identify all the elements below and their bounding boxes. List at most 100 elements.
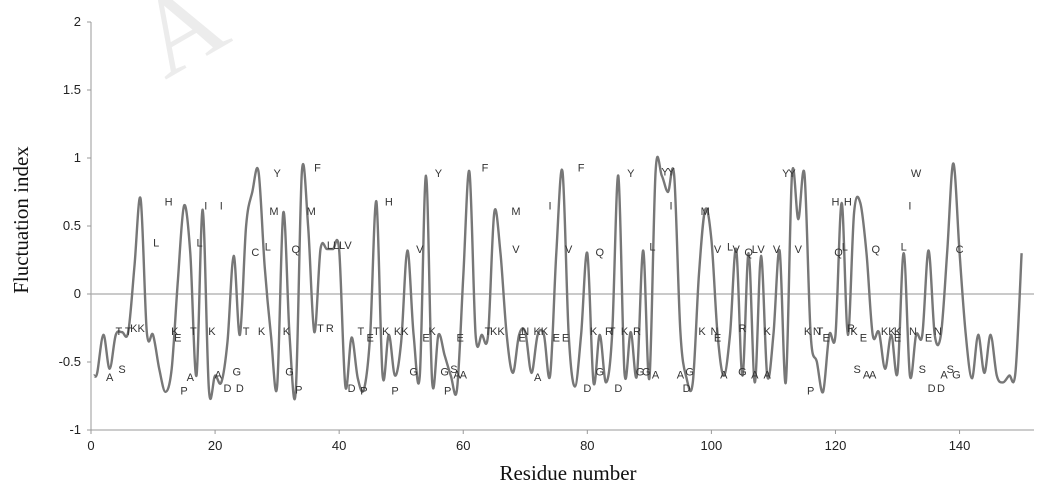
residue-label: E xyxy=(925,333,932,345)
residue-label: Q xyxy=(872,244,881,256)
residue-label: L xyxy=(727,241,733,253)
residue-label: K xyxy=(590,326,598,338)
residue-label: G xyxy=(409,367,418,379)
residue-label: P xyxy=(807,386,814,398)
residue-label: A xyxy=(215,369,223,381)
residue-label: I xyxy=(204,201,207,213)
residue-label: A xyxy=(534,372,542,384)
residue-label: Y xyxy=(782,168,790,180)
residue-label: P xyxy=(444,386,451,398)
residue-label: S xyxy=(854,364,861,376)
y-tick-label: 1.5 xyxy=(63,82,81,97)
watermark-letter: A xyxy=(116,0,246,101)
y-tick-label: -0.5 xyxy=(59,354,81,369)
residue-label: KK xyxy=(533,326,548,338)
x-tick-label: 80 xyxy=(580,438,594,453)
residue-label: L xyxy=(197,237,203,249)
residue-label: N xyxy=(909,326,917,338)
residue-label: E xyxy=(553,333,560,345)
residue-label: G xyxy=(233,367,242,379)
y-tick-labels: -1 -0.5 0 0.5 1 1.5 2 xyxy=(59,14,91,437)
residue-label: S xyxy=(919,364,926,376)
residue-label: A xyxy=(720,369,728,381)
residue-label: V xyxy=(714,244,722,256)
residue-label: G xyxy=(952,369,961,381)
residue-label: E xyxy=(422,333,429,345)
residue-label: G xyxy=(738,367,747,379)
residue-label: H xyxy=(831,197,839,209)
residue-label: D xyxy=(937,383,945,395)
residue-label: T xyxy=(243,326,250,338)
residue-label: K xyxy=(850,326,858,338)
residue-label: V xyxy=(757,244,765,256)
residue-label: T xyxy=(373,326,380,338)
residue-label: K xyxy=(171,326,179,338)
residue-label: E xyxy=(519,333,526,345)
residue-label: E xyxy=(562,333,569,345)
residue-label: E xyxy=(174,333,181,345)
residue-label: D xyxy=(348,383,356,395)
residue-label: T xyxy=(317,323,324,335)
residue-label: Y xyxy=(667,167,675,179)
residue-label: Y xyxy=(788,168,796,180)
residue-label: A xyxy=(187,372,195,384)
x-tick-label: 20 xyxy=(208,438,222,453)
residue-label: K xyxy=(382,326,390,338)
residue-label: R xyxy=(738,323,746,335)
residue-label: A xyxy=(460,369,468,381)
residue-label: T xyxy=(358,326,365,338)
residue-label: A xyxy=(940,369,948,381)
residue-label: M xyxy=(269,206,278,218)
residue-label: A xyxy=(652,369,660,381)
residue-label: K xyxy=(208,326,216,338)
residue-label: A xyxy=(453,369,461,381)
residue-label: V xyxy=(733,244,741,256)
residue-label: I xyxy=(908,201,911,213)
residue-label: M xyxy=(307,206,316,218)
residue-label: I xyxy=(549,201,552,213)
residue-label: G xyxy=(685,367,694,379)
residue-label: L xyxy=(649,241,655,253)
residue-label: D xyxy=(583,383,591,395)
residue-label: N xyxy=(934,326,942,338)
x-tick-label: 0 xyxy=(87,438,94,453)
residue-label: G xyxy=(440,367,449,379)
residue-label: P xyxy=(360,386,367,398)
residue-label: S xyxy=(450,364,457,376)
y-tick-label: 0 xyxy=(74,286,81,301)
residue-label: P xyxy=(295,384,302,396)
residue-label: A xyxy=(869,369,877,381)
residue-label: Y xyxy=(627,168,635,180)
residue-label: S xyxy=(947,364,954,376)
residue-label: KK xyxy=(394,326,409,338)
x-tick-labels: 0 20 40 60 80 100 120 140 xyxy=(87,430,970,453)
residue-label: V xyxy=(565,244,573,256)
residue-label: R xyxy=(633,326,641,338)
residue-label: KK xyxy=(881,326,896,338)
residue-label: D xyxy=(928,383,936,395)
residue-label: Q xyxy=(834,247,843,259)
residue-label: K xyxy=(698,326,706,338)
residue-label: K xyxy=(894,326,902,338)
residue-label: A xyxy=(751,369,759,381)
residue-label: L xyxy=(153,237,159,249)
residue-label: N xyxy=(813,326,821,338)
residue-label: N xyxy=(711,326,719,338)
residue-label: H xyxy=(385,197,393,209)
residue-label: G xyxy=(595,367,604,379)
residue-label: F xyxy=(314,163,321,175)
residue-label: H xyxy=(844,197,852,209)
residue-label: LL xyxy=(327,240,339,252)
residue-label: V xyxy=(512,244,520,256)
residue-label: E xyxy=(456,333,463,345)
residue-label: L xyxy=(265,241,271,253)
x-tick-label: 100 xyxy=(701,438,723,453)
y-axis-title: Fluctuation index xyxy=(9,146,33,294)
residue-label: G xyxy=(285,367,294,379)
x-tick-label: 60 xyxy=(456,438,470,453)
residue-label: I xyxy=(670,201,673,213)
residue-label: Q xyxy=(595,247,604,259)
residue-label: T xyxy=(190,326,197,338)
residue-label: H xyxy=(165,197,173,209)
residue-label: Y xyxy=(273,168,281,180)
